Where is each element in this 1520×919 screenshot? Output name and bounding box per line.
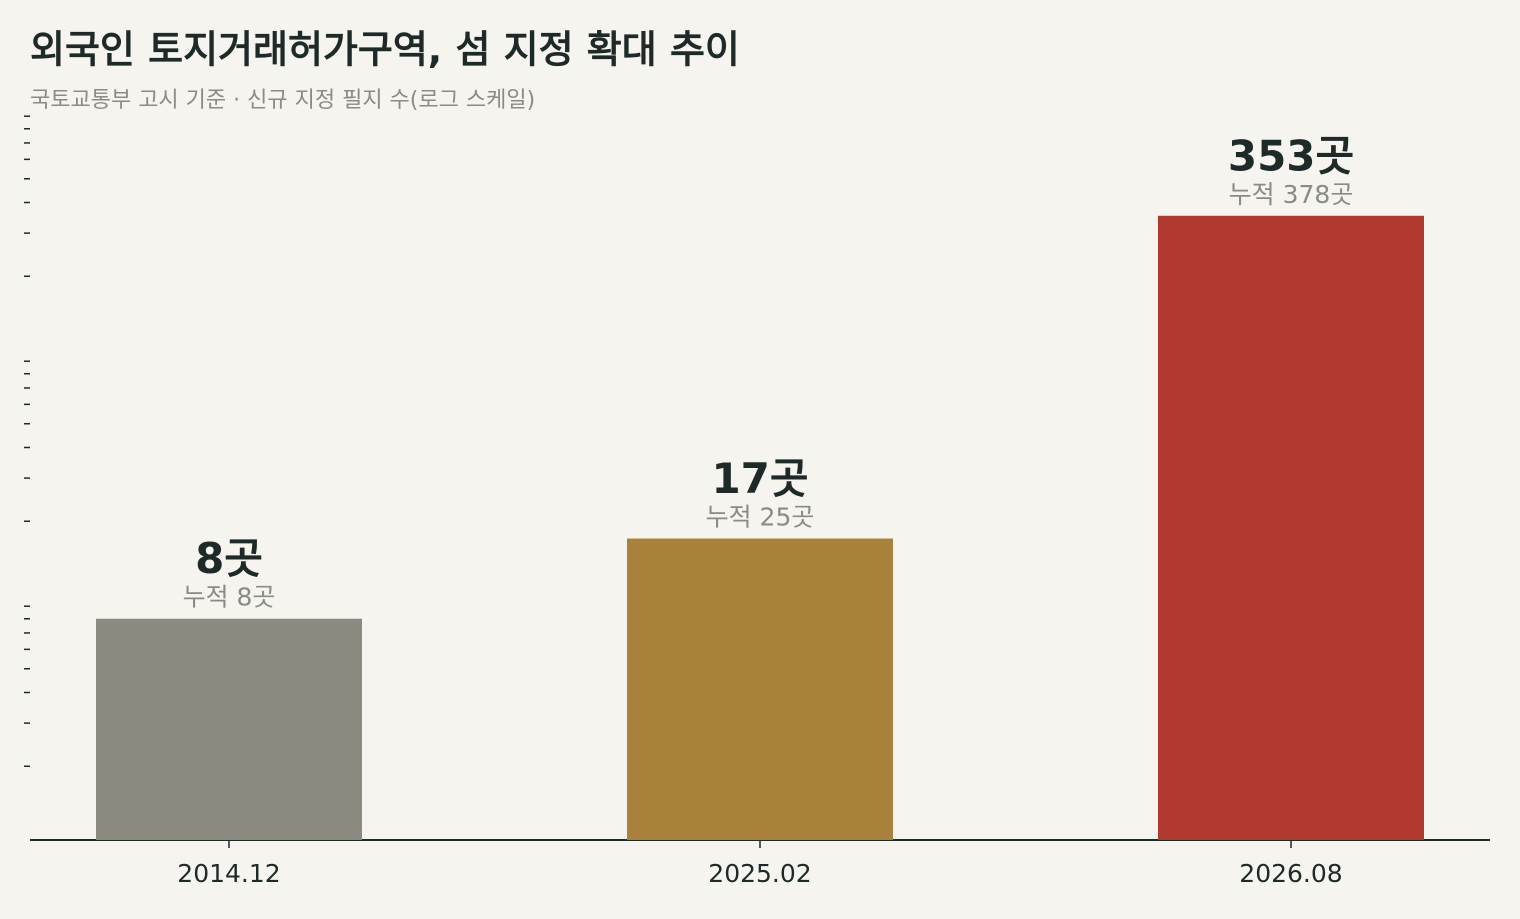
value-label: 17곳 <box>711 454 808 503</box>
cumulative-label: 누적 8곳 <box>183 583 276 612</box>
chart-subtitle: 국토교통부 고시 기준 · 신규 지정 필지 수(로그 스케일) <box>30 88 535 113</box>
cumulative-label: 누적 25곳 <box>706 503 815 532</box>
bar <box>627 538 893 840</box>
cumulative-label: 누적 378곳 <box>1229 180 1354 209</box>
x-tick-label: 2014.12 <box>177 859 280 888</box>
bar <box>1158 215 1424 841</box>
value-label: 353곳 <box>1228 131 1354 180</box>
x-tick-label: 2026.08 <box>1239 859 1342 888</box>
bar <box>96 618 362 840</box>
value-label: 8곳 <box>195 534 263 583</box>
chart-title: 외국인 토지거래허가구역, 섬 지정 확대 추이 <box>30 28 740 72</box>
x-tick-label: 2025.02 <box>708 859 811 888</box>
